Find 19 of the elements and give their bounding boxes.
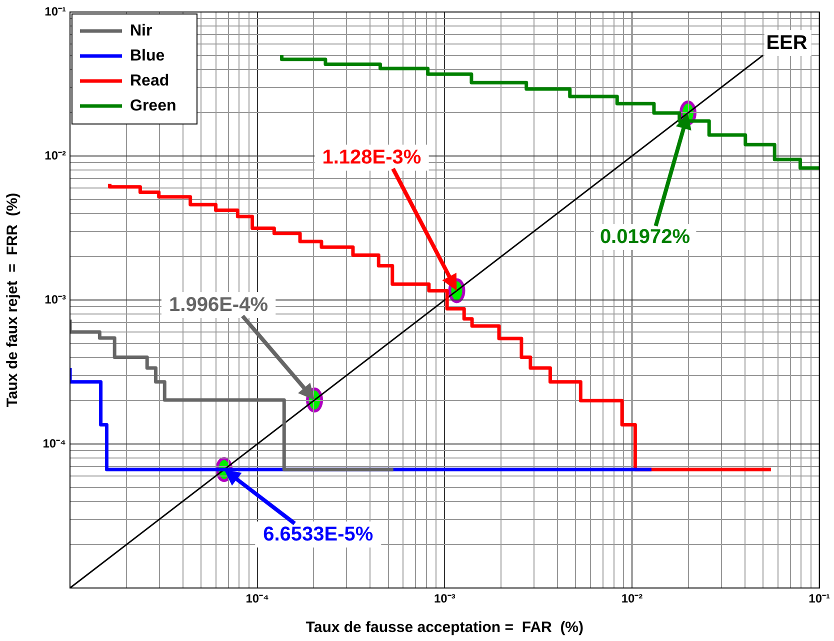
y-axis-title: Taux de faux rejet = FRR (%) (4, 192, 22, 408)
annotation: EER (766, 32, 808, 54)
x-tick-label: 10⁻¹ (808, 592, 830, 606)
legend-label: Blue (130, 47, 165, 64)
y-tick-label: 10⁻³ (44, 292, 66, 306)
y-tick-label: 10⁻¹ (44, 4, 66, 18)
legend-label: Nir (130, 22, 152, 40)
x-tick-label: 10⁻³ (434, 592, 456, 606)
y-tick-label: 10⁻² (44, 148, 66, 162)
legend-label: Green (130, 97, 176, 114)
annotation: 1.996E-4% (169, 294, 268, 316)
annotation: 6.6533E-5% (263, 524, 374, 546)
x-tick-label: 10⁻² (621, 592, 643, 606)
annotation: 1.128E-3% (322, 146, 422, 169)
annotation: 0.01972% (600, 226, 690, 248)
y-tick-label: 10⁻⁴ (42, 436, 66, 450)
x-tick-label: 10⁻⁴ (246, 592, 270, 606)
legend-label: Read (130, 72, 170, 90)
x-axis-title: Taux de fausse acceptation = FAR (%) (306, 619, 584, 636)
